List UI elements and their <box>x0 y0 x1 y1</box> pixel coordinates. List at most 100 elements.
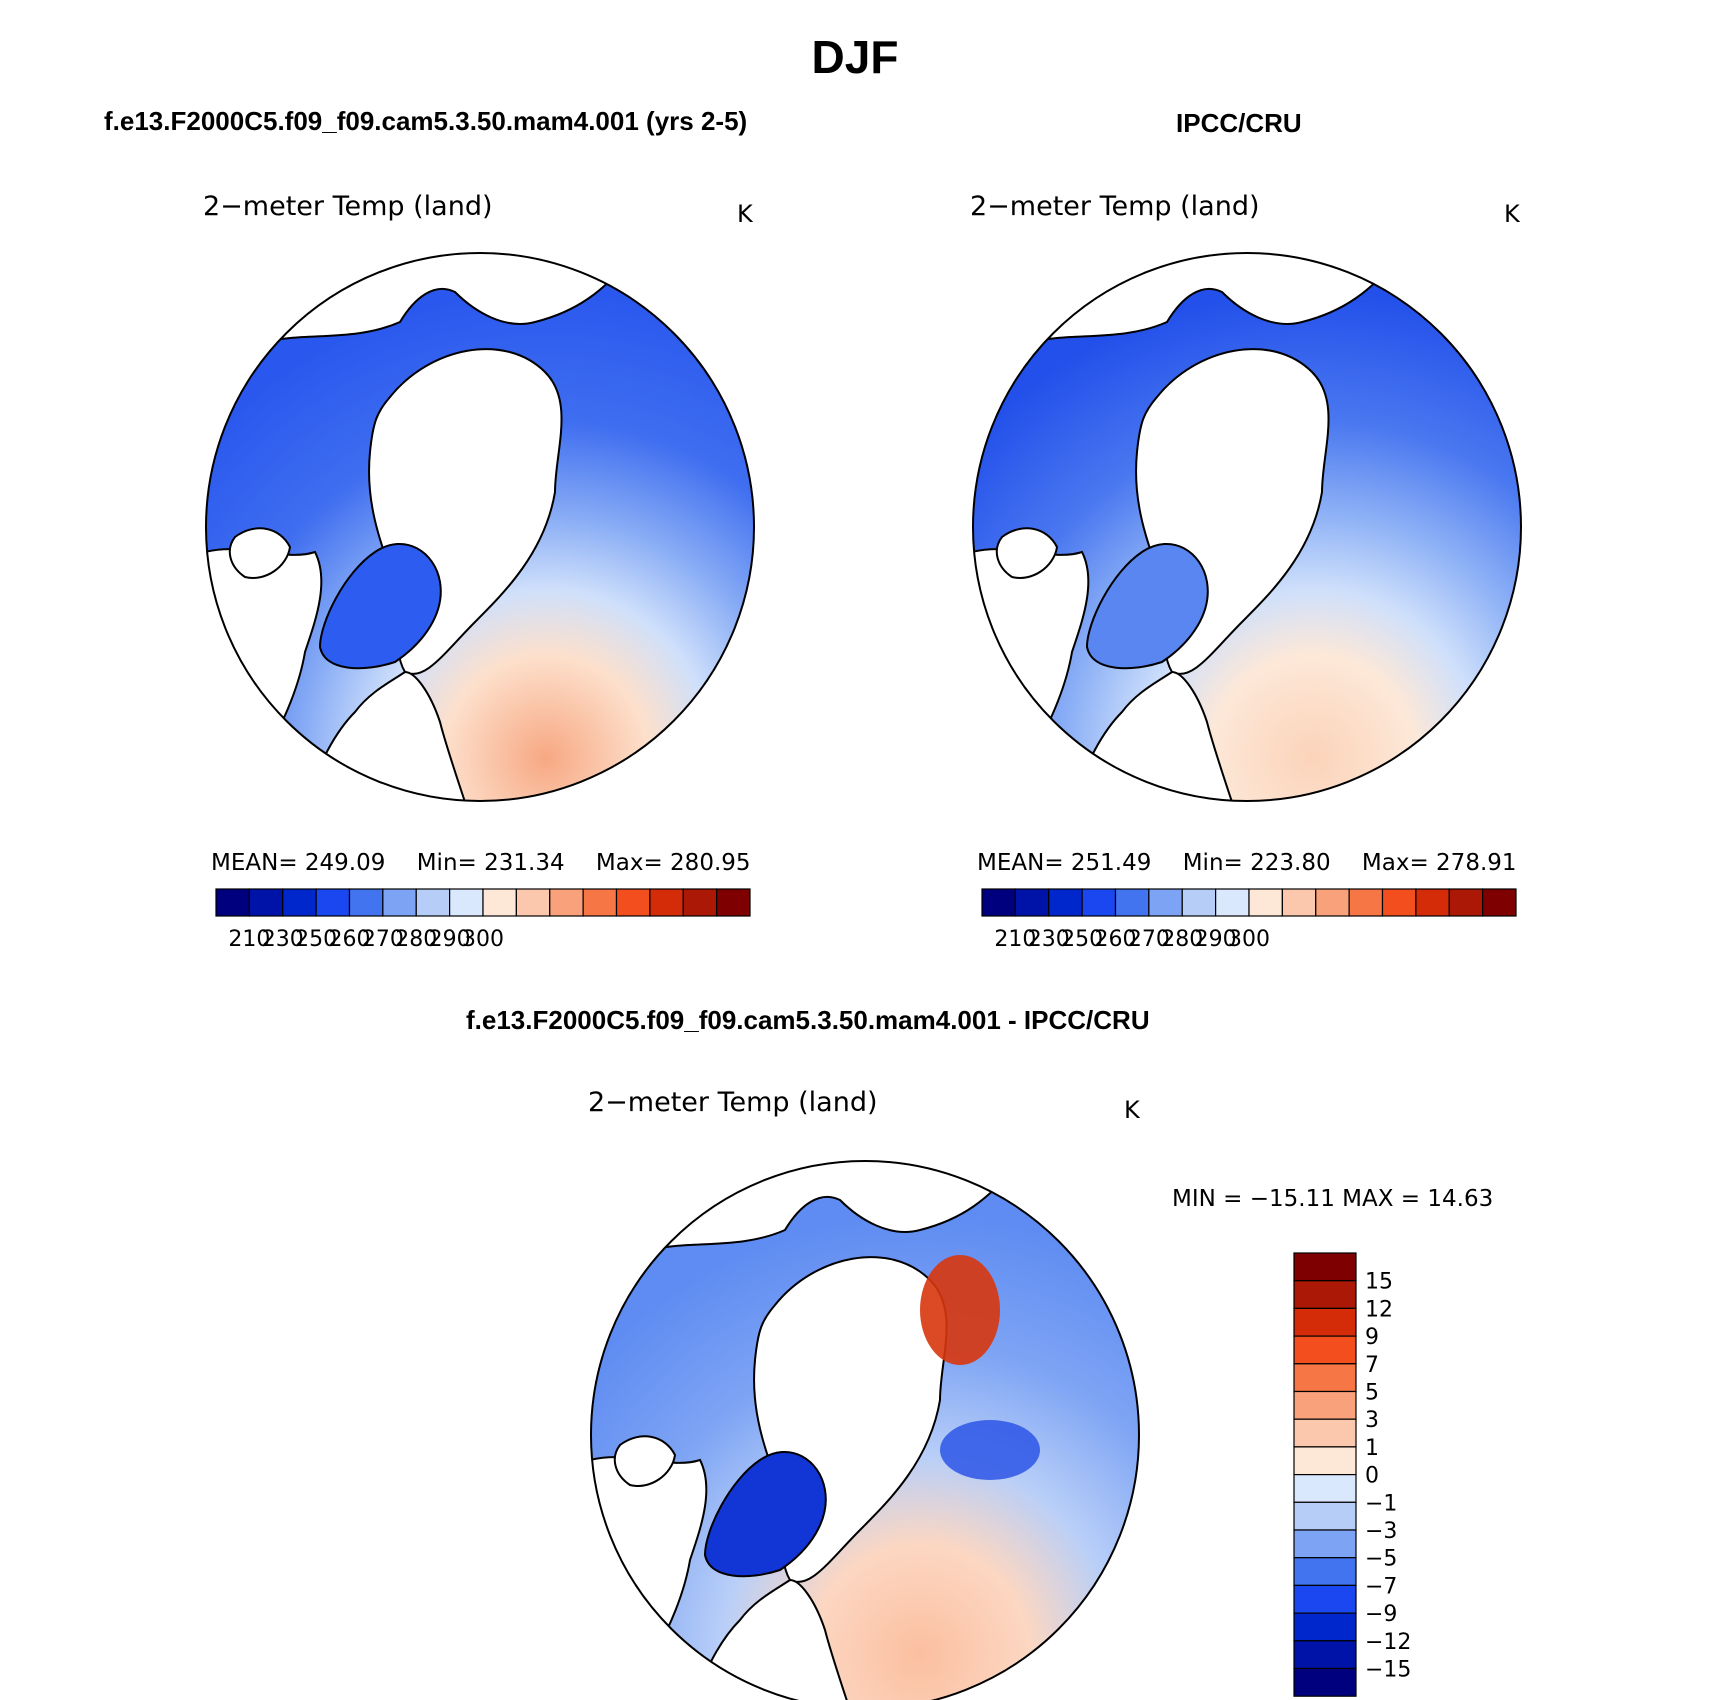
panel2-colorbar-swatch-7 <box>1215 888 1250 917</box>
panel3-colorbar-tick-label-14: −15 <box>1365 1658 1411 1683</box>
panel2-colorbar-tick-label-1: 230 <box>1028 927 1070 952</box>
panel3-colorbar-tick-label-11: −7 <box>1365 1574 1397 1599</box>
panel1-colorbar-swatch-6 <box>415 888 451 917</box>
panel2-colorbar-tick-label-0: 210 <box>994 927 1036 952</box>
panel3-colorbar-swatch-9 <box>1293 1501 1357 1531</box>
panel3-colorbar-swatch-3 <box>1293 1335 1357 1365</box>
panel2-colorbar-swatch-6 <box>1181 888 1217 917</box>
panel3-colorbar-swatch-14 <box>1293 1640 1357 1670</box>
panel1-colorbar-swatch-7 <box>449 888 484 917</box>
panel3-colorbar-swatch-8 <box>1293 1474 1357 1503</box>
panel3-colorbar-tick-label-7: 0 <box>1365 1464 1379 1489</box>
panel2-colorbar-swatch-1 <box>1014 888 1050 917</box>
panel3-colorbar-swatch-2 <box>1293 1307 1357 1337</box>
panel1-case-title: f.e13.F2000C5.f09_f09.cam5.3.50.mam4.001… <box>104 106 748 136</box>
panel1-colorbar-swatch-13 <box>649 888 684 917</box>
panel2-map-boundary <box>972 252 1522 802</box>
panel1-colorbar-tick-label-7: 300 <box>462 927 504 952</box>
panel3-map-boundary <box>590 1160 1140 1700</box>
panel2-colorbar-swatch-5 <box>1148 888 1183 917</box>
panel2-colorbar-swatch-15 <box>1482 888 1517 917</box>
panel2-colorbar-swatch-13 <box>1415 888 1450 917</box>
panel3-units: K <box>1124 1096 1140 1124</box>
panel1-colorbar-tick-label-3: 260 <box>329 927 371 952</box>
panel3-colorbar-tick-label-5: 3 <box>1365 1408 1379 1433</box>
panel3-colorbar-swatch-6 <box>1293 1418 1357 1448</box>
panel3-colorbar-tick-label-1: 12 <box>1365 1297 1393 1322</box>
panel1-colorbar-swatch-1 <box>248 888 284 917</box>
panel2-colorbar-swatch-0 <box>981 888 1016 917</box>
panel1-colorbar-swatch-9 <box>515 888 551 917</box>
panel1-greenland <box>318 542 442 670</box>
panel1-plot-title: 2−meter Temp (land) <box>203 191 493 222</box>
panel3-stats: MIN = −15.11 MAX = 14.63 <box>1172 1186 1494 1212</box>
panel1-colorbar-swatch-14 <box>682 888 718 917</box>
panel3-colorbar-tick-label-9: −3 <box>1365 1519 1397 1544</box>
panel1-hudson-bay <box>228 527 292 579</box>
panel3-colorbar-swatch-10 <box>1293 1529 1357 1559</box>
panel3-colorbar-swatch-4 <box>1293 1363 1357 1393</box>
panel3-colorbar-tick-label-8: −1 <box>1365 1491 1397 1516</box>
panel1-colorbar-swatch-5 <box>382 888 417 917</box>
panel1-colorbar-swatch-2 <box>282 888 317 917</box>
panel2-colorbar-swatch-8 <box>1248 888 1283 917</box>
panel2-colorbar-tick-label-3: 260 <box>1095 927 1137 952</box>
panel2-colorbar-swatch-10 <box>1315 888 1350 917</box>
panel1-colorbar-swatch-8 <box>482 888 517 917</box>
panel1-colorbar-swatch-10 <box>549 888 584 917</box>
panel3-colorbar-swatch-15 <box>1293 1667 1357 1697</box>
panel3-siberia-warm-anomaly <box>920 1255 1000 1365</box>
panel2-max-label: Max= <box>1361 850 1429 876</box>
panel2-colorbar-swatch-14 <box>1448 888 1484 917</box>
panel3-colorbar-swatch-11 <box>1293 1557 1357 1587</box>
panel2-colorbar-tick-label-4: 270 <box>1128 927 1170 952</box>
panel1-colorbar-swatch-3 <box>315 888 351 917</box>
panel3-colorbar-swatch-0 <box>1293 1252 1357 1282</box>
panel1-colorbar-tick-label-6: 290 <box>429 927 471 952</box>
panel2-colorbar-swatch-11 <box>1348 888 1384 917</box>
panel1-mean-label: MEAN= <box>211 850 298 876</box>
panel1-map-boundary <box>205 252 755 802</box>
panel1-colorbar-tick-label-0: 210 <box>228 927 270 952</box>
panel2-colorbar-swatch-2 <box>1048 888 1083 917</box>
panel3-case-title: f.e13.F2000C5.f09_f09.cam5.3.50.mam4.001… <box>466 1005 1150 1035</box>
panel2-stats: MEAN= 251.49 Min= 223.80 Max= 278.91 <box>977 850 1517 876</box>
panel3-colorbar-swatch-7 <box>1293 1446 1357 1476</box>
panel2-colorbar-swatch-9 <box>1281 888 1317 917</box>
panel3-colorbar-swatch-5 <box>1293 1390 1357 1420</box>
panel1-stats: MEAN= 249.09 Min= 231.34 Max= 280.95 <box>211 850 751 876</box>
panel1-mean-value: 249.09 <box>304 850 386 876</box>
panel2-colorbar-tick-label-5: 280 <box>1161 927 1203 952</box>
panel1-max-label: Max= <box>595 850 663 876</box>
panel2-case-title: IPCC/CRU <box>1176 108 1302 138</box>
panel3-colorbar-tick-label-4: 5 <box>1365 1381 1379 1406</box>
figure-title: DJF <box>811 31 899 83</box>
panel3-colorbar-tick-label-12: −9 <box>1365 1602 1397 1627</box>
panel3-colorbar-tick-label-10: −5 <box>1365 1547 1397 1572</box>
panel3-colorbar-swatch-12 <box>1293 1584 1357 1614</box>
panel3-colorbar-tick-label-13: −12 <box>1365 1630 1411 1655</box>
panel2-max-value: 278.91 <box>1436 850 1517 876</box>
panel1-colorbar-swatch-15 <box>716 888 751 917</box>
panel2-colorbar-tick-label-7: 300 <box>1228 927 1270 952</box>
panel1-colorbar-tick-label-5: 280 <box>395 927 437 952</box>
panel3-plot-title: 2−meter Temp (land) <box>588 1087 878 1118</box>
panel2-colorbar-tick-label-6: 290 <box>1195 927 1237 952</box>
panel1-colorbar-tick-label-4: 270 <box>362 927 404 952</box>
panel3-colorbar-swatch-1 <box>1293 1280 1357 1310</box>
panel3-greenland <box>703 1450 827 1578</box>
panel2-colorbar-tick-label-2: 250 <box>1061 927 1103 952</box>
panel2-units: K <box>1504 200 1520 228</box>
panel3-polar-map <box>590 1160 1140 1700</box>
panel1-polar-map <box>205 252 755 802</box>
panel2-colorbar-swatch-4 <box>1114 888 1150 917</box>
panel2-hudson-bay <box>995 527 1059 579</box>
panel2-plot-title: 2−meter Temp (land) <box>970 191 1260 222</box>
panel1-min-label: Min= <box>416 850 477 876</box>
panel2-colorbar-swatch-3 <box>1081 888 1117 917</box>
panel1-colorbar-swatch-4 <box>348 888 384 917</box>
panel2-greenland <box>1085 542 1209 670</box>
panel1-max-value: 280.95 <box>670 850 751 876</box>
